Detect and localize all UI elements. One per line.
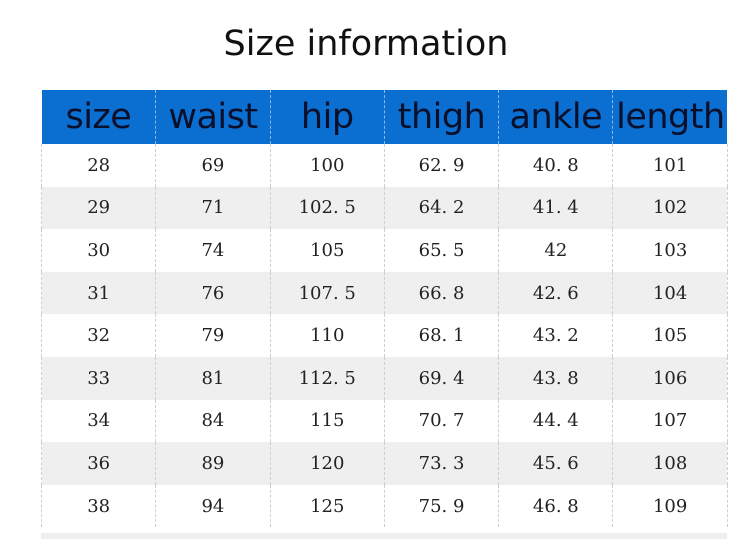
- cell-thigh: 70. 7: [383, 399, 499, 443]
- cell-waist: 69: [155, 144, 271, 187]
- cell-waist: 74: [155, 229, 271, 272]
- cell-length: 101: [612, 144, 728, 187]
- cell-length: 108: [612, 442, 728, 485]
- size-table: size waist hip thigh ankle length 28 69 100 62. …: [40, 90, 728, 528]
- cell-hip: 105: [269, 229, 385, 272]
- column-header-hip: hip: [269, 90, 385, 144]
- cell-ankle: 43. 2: [498, 314, 613, 357]
- cell-hip: 102. 5: [269, 186, 385, 230]
- cell-length: 103: [612, 229, 728, 272]
- cell-thigh: 62. 9: [383, 144, 499, 187]
- table-row: 33 81 112. 5 69. 4 43. 8 106: [40, 356, 728, 400]
- table-row: 31 76 107. 5 66. 8 42. 6 104: [40, 271, 728, 315]
- cell-ankle: 46. 8: [498, 484, 613, 528]
- cell-thigh: 73. 3: [383, 442, 499, 485]
- cell-hip: 115: [269, 399, 385, 443]
- cell-thigh: 66. 8: [383, 271, 499, 315]
- cell-hip: 110: [269, 314, 385, 357]
- cell-length: 109: [612, 484, 728, 528]
- cell-ankle: 40. 8: [498, 144, 613, 187]
- cell-length: 106: [612, 356, 728, 400]
- cell-length: 107: [612, 399, 728, 443]
- cell-waist: 84: [155, 399, 271, 443]
- cell-length: 105: [612, 314, 728, 357]
- column-header-waist: waist: [155, 90, 271, 144]
- cell-size: 30: [40, 229, 156, 272]
- cell-ankle: 44. 4: [498, 399, 613, 443]
- table-row: 28 69 100 62. 9 40. 8 101: [40, 144, 728, 187]
- cell-waist: 79: [155, 314, 271, 357]
- cell-hip: 125: [269, 484, 385, 528]
- cell-size: 34: [40, 399, 156, 443]
- cell-ankle: 41. 4: [498, 186, 613, 230]
- cell-waist: 89: [155, 442, 271, 485]
- cell-size: 29: [40, 186, 156, 230]
- table-row: 29 71 102. 5 64. 2 41. 4 102: [40, 186, 728, 230]
- column-header-length: length: [612, 90, 728, 144]
- cell-thigh: 68. 1: [383, 314, 499, 357]
- table-row: 30 74 105 65. 5 42 103: [40, 229, 728, 272]
- column-header-size: size: [41, 90, 156, 144]
- table-row: 36 89 120 73. 3 45. 6 108: [40, 442, 728, 485]
- cell-waist: 94: [155, 484, 271, 528]
- cell-hip: 107. 5: [269, 271, 385, 315]
- table-row: 32 79 110 68. 1 43. 2 105: [40, 314, 728, 357]
- cell-size: 36: [40, 442, 156, 485]
- cell-size: 31: [40, 271, 156, 315]
- cell-ankle: 45. 6: [498, 442, 613, 485]
- cell-length: 104: [612, 271, 728, 315]
- cell-thigh: 75. 9: [383, 484, 499, 528]
- cell-thigh: 64. 2: [383, 186, 499, 230]
- cell-size: 28: [40, 144, 156, 187]
- column-header-ankle: ankle: [498, 90, 613, 144]
- table-row: 34 84 115 70. 7 44. 4 107: [40, 399, 728, 443]
- cell-ankle: 42. 6: [498, 271, 613, 315]
- table-bottom-strip: [41, 533, 727, 539]
- cell-waist: 81: [155, 356, 271, 400]
- cell-waist: 76: [155, 271, 271, 315]
- cell-ankle: 43. 8: [498, 356, 613, 400]
- cell-hip: 112. 5: [269, 356, 385, 400]
- table-row: 38 94 125 75. 9 46. 8 109: [40, 484, 728, 528]
- cell-size: 38: [40, 484, 156, 528]
- cell-length: 102: [612, 186, 728, 230]
- cell-hip: 120: [269, 442, 385, 485]
- cell-waist: 71: [155, 186, 271, 230]
- header-row: size waist hip thigh ankle length: [41, 90, 728, 144]
- cell-hip: 100: [269, 144, 385, 187]
- cell-thigh: 69. 4: [383, 356, 499, 400]
- cell-size: 33: [40, 356, 156, 400]
- cell-thigh: 65. 5: [383, 229, 499, 272]
- cell-ankle: 42: [498, 229, 613, 272]
- cell-size: 32: [40, 314, 156, 357]
- column-header-thigh: thigh: [383, 90, 499, 144]
- page-title: Size information: [223, 24, 509, 64]
